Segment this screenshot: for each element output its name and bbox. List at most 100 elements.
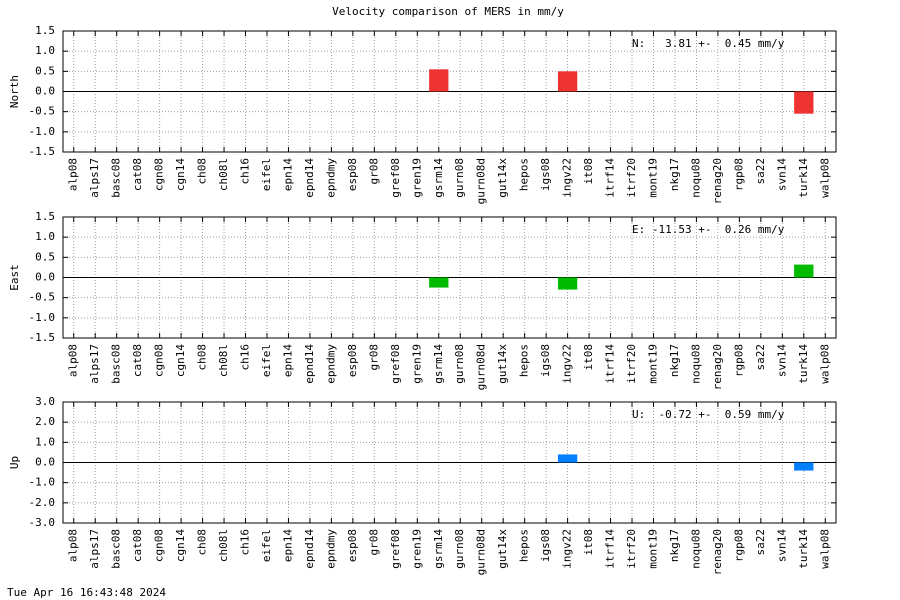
y-tick-label: -1.5	[29, 331, 56, 344]
x-tick-label: alp08	[67, 344, 80, 377]
x-tick-label: itrf20	[625, 529, 638, 569]
x-tick-label: epnd14	[303, 529, 316, 569]
y-tick-label: -2.0	[29, 496, 56, 509]
x-tick-label: cgn14	[174, 158, 187, 191]
y-tick-label: 2.0	[35, 415, 55, 428]
x-tick-label: esp08	[346, 344, 359, 377]
x-tick-label: alps17	[88, 529, 101, 569]
x-tick-label: ch08	[196, 529, 209, 556]
y-tick-label: -0.5	[29, 105, 56, 118]
x-tick-label: it08	[582, 344, 595, 371]
x-tick-label: hepos	[518, 344, 531, 377]
x-tick-label: gref08	[389, 344, 402, 384]
y-tick-label: 1.0	[35, 435, 55, 448]
x-tick-label: mont19	[646, 158, 659, 198]
x-tick-label: ch08	[196, 344, 209, 371]
x-tick-label: gurn08	[453, 529, 466, 569]
x-tick-label: cat08	[131, 529, 144, 562]
x-tick-label: svn14	[775, 158, 788, 191]
x-tick-label: ch16	[239, 529, 252, 556]
x-tick-label: esp08	[346, 529, 359, 562]
x-tick-label: nkg17	[668, 529, 681, 562]
x-tick-label: ch16	[239, 158, 252, 185]
x-tick-label: gren19	[410, 158, 423, 198]
y-tick-label: 3.0	[35, 395, 55, 408]
x-tick-label: gren19	[410, 344, 423, 384]
bar	[429, 69, 449, 92]
y-tick-label: 0.0	[35, 456, 55, 469]
plot-frame	[62, 30, 837, 153]
x-tick-label: svn14	[775, 344, 788, 377]
x-tick-label: epn14	[281, 158, 294, 191]
x-tick-label: igs08	[539, 158, 552, 191]
x-tick-label: igs08	[539, 344, 552, 377]
x-tick-label: igs08	[539, 529, 552, 562]
x-tick-label: gsrm14	[432, 344, 445, 384]
y-tick-label: -1.0	[29, 125, 56, 138]
y-tick-label: -1.0	[29, 476, 56, 489]
x-tick-label: basc08	[110, 529, 123, 569]
x-tick-label: mont19	[646, 529, 659, 569]
x-tick-label: alps17	[88, 158, 101, 198]
x-tick-label: basc08	[110, 344, 123, 384]
x-tick-label: ch16	[239, 344, 252, 371]
x-tick-label: alp08	[67, 529, 80, 562]
annotation: U: -0.72 +- 0.59 mm/y	[632, 408, 785, 421]
x-tick-label: cgn14	[174, 529, 187, 562]
x-tick-label: eifel	[260, 344, 273, 377]
y-axis-label: East	[8, 264, 21, 291]
x-tick-label: turk14	[797, 158, 810, 198]
x-tick-label: itrf14	[604, 158, 617, 198]
x-tick-label: it08	[582, 529, 595, 556]
x-tick-label: noqu08	[689, 529, 702, 569]
bar	[429, 277, 449, 288]
bar	[794, 91, 814, 114]
x-tick-label: gr08	[367, 344, 380, 371]
x-tick-label: renag20	[711, 529, 724, 575]
x-tick-label: rgp08	[732, 344, 745, 377]
x-tick-label: nkg17	[668, 158, 681, 191]
chart-title: Velocity comparison of MERS in mm/y	[332, 5, 564, 18]
x-tick-label: gren19	[410, 529, 423, 569]
bar	[557, 277, 578, 290]
annotation: E: -11.53 +- 0.26 mm/y	[632, 223, 785, 236]
x-tick-label: esp08	[346, 158, 359, 191]
y-tick-label: 0.5	[35, 250, 55, 263]
x-tick-label: epndmy	[324, 344, 337, 384]
x-tick-label: itrf14	[604, 344, 617, 384]
y-tick-label: 1.5	[35, 24, 55, 37]
x-tick-label: epn14	[281, 529, 294, 562]
timestamp: Tue Apr 16 16:43:48 2024	[7, 586, 166, 599]
annotation: N: 3.81 +- 0.45 mm/y	[632, 37, 785, 50]
x-tick-label: ch08l	[217, 529, 230, 562]
x-tick-label: alps17	[88, 344, 101, 384]
x-tick-label: ch08l	[217, 344, 230, 377]
x-tick-label: cgn08	[153, 158, 166, 191]
x-tick-label: gr08	[367, 529, 380, 556]
x-tick-label: cat08	[131, 344, 144, 377]
x-tick-label: walp08	[818, 158, 831, 198]
x-tick-label: gurn08d	[475, 344, 488, 390]
x-tick-label: gut14x	[496, 529, 509, 569]
x-tick-label: itrf20	[625, 158, 638, 198]
bar	[794, 264, 814, 278]
x-tick-label: hepos	[518, 158, 531, 191]
bar	[794, 462, 814, 471]
x-tick-label: itrf20	[625, 344, 638, 384]
x-tick-label: eifel	[260, 158, 273, 191]
x-tick-label: gurn08d	[475, 158, 488, 204]
y-tick-label: -0.5	[29, 291, 56, 304]
x-tick-label: renag20	[711, 344, 724, 390]
x-tick-label: cgn08	[153, 344, 166, 377]
x-tick-label: walp08	[818, 529, 831, 569]
x-tick-label: gurn08	[453, 158, 466, 198]
x-tick-label: ingv22	[561, 529, 574, 569]
x-tick-label: turk14	[797, 529, 810, 569]
x-tick-label: basc08	[110, 158, 123, 198]
x-tick-label: gurn08	[453, 344, 466, 384]
y-tick-label: -1.0	[29, 311, 56, 324]
x-tick-label: itrf14	[604, 529, 617, 569]
y-axis-label: North	[8, 75, 21, 108]
x-tick-label: hepos	[518, 529, 531, 562]
